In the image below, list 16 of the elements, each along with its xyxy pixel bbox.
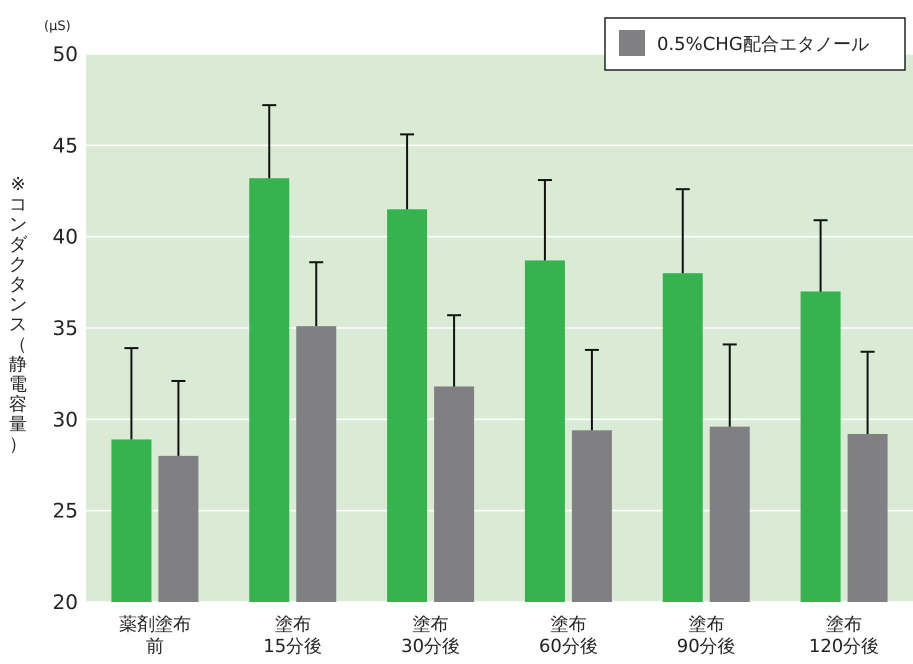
y-tick-label: 20	[52, 590, 78, 614]
y-tick-label: 45	[52, 133, 78, 158]
legend-label: 0.5%CHG配合エタノール	[657, 34, 869, 55]
x-tick-label: 塗布60分後	[538, 614, 598, 657]
x-tick-label: 塗布15分後	[263, 614, 322, 657]
text: ※コンダクタンス（静電容量）	[9, 174, 27, 455]
text: (μS)	[44, 19, 71, 34]
y-tick-label: 35	[52, 316, 78, 340]
x-tick-label: 塗布90分後	[676, 614, 736, 657]
y-tick-label: 40	[52, 224, 78, 249]
y-tick-label: 25	[52, 498, 78, 523]
y-tick-label: 30	[52, 407, 78, 432]
x-tick-label: 薬剤塗布前	[118, 614, 191, 657]
y-tick-label: 50	[52, 42, 78, 66]
x-tick-label: 塗布120分後	[808, 614, 880, 657]
x-tick-label: 塗布30分後	[401, 614, 460, 657]
